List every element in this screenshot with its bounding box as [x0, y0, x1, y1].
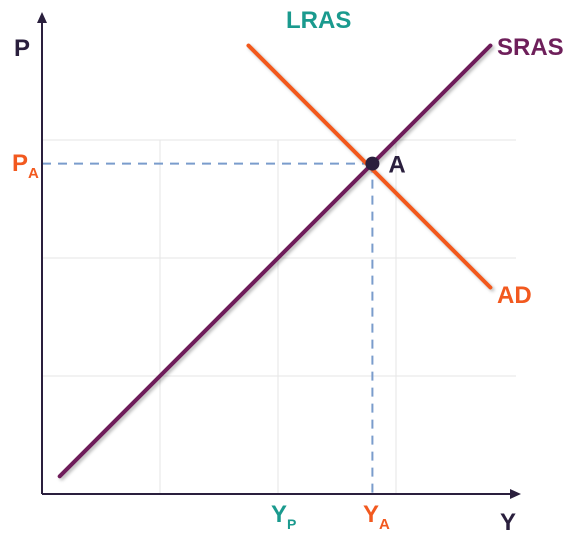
y-axis-arrow-icon	[37, 12, 47, 23]
tick-labels: PA YP YA	[12, 150, 390, 533]
equilibrium-label: A	[388, 152, 405, 179]
series-label-sras: SRAS	[497, 34, 564, 61]
tick-label-equilibrium-output: YA	[363, 501, 390, 533]
tick-label-potential-output-main: Y	[271, 501, 287, 528]
tick-label-price-main: P	[12, 150, 28, 177]
equilibrium: A	[365, 152, 406, 179]
x-axis-arrow-icon	[510, 489, 521, 499]
y-axis-label: P	[14, 35, 30, 62]
series-label-ad: AD	[497, 282, 532, 309]
curve-labels: LRAS SRAS AD	[286, 7, 564, 309]
tick-label-equilibrium-output-main: Y	[363, 501, 379, 528]
series-lines	[57, 31, 493, 496]
tick-label-potential-output-sub: P	[287, 516, 296, 532]
tick-label-equilibrium-output-sub: A	[379, 516, 390, 533]
series-label-lras: LRAS	[286, 7, 351, 34]
series-line-sras	[57, 43, 493, 479]
equilibrium-point	[365, 156, 380, 171]
dashed-guides	[42, 162, 374, 494]
tick-label-potential-output: YP	[271, 501, 296, 532]
tick-label-price-a: PA	[12, 150, 39, 182]
tick-label-price-sub: A	[28, 165, 39, 182]
x-axis-label: Y	[500, 509, 516, 536]
